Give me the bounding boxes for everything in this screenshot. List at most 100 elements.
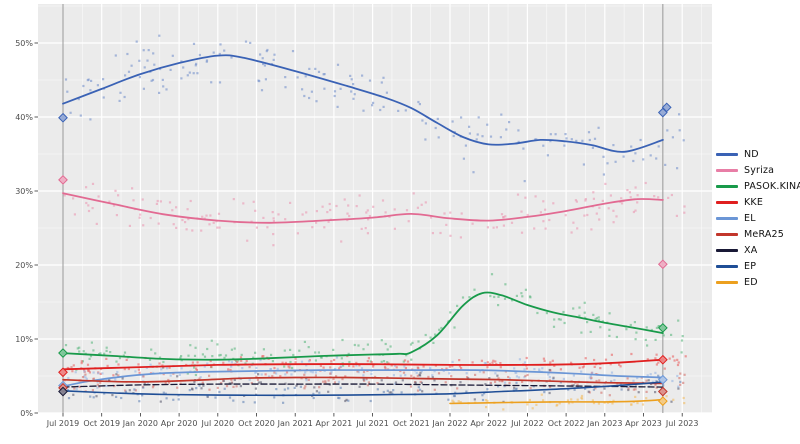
poll-point <box>451 360 454 363</box>
poll-point <box>437 136 440 139</box>
poll-point <box>314 67 317 70</box>
poll-point <box>370 361 373 364</box>
poll-point <box>73 213 76 216</box>
poll-point <box>497 295 500 298</box>
poll-point <box>219 43 222 46</box>
poll-point <box>462 157 465 160</box>
poll-point <box>432 341 435 344</box>
poll-point <box>91 182 95 185</box>
poll-point <box>180 60 183 63</box>
poll-point <box>407 220 410 223</box>
poll-point <box>645 390 648 393</box>
poll-point <box>523 180 526 183</box>
poll-point <box>252 200 255 203</box>
poll-point <box>296 76 299 79</box>
poll-point <box>671 136 674 139</box>
poll-point <box>664 163 667 166</box>
poll-point <box>180 77 183 80</box>
poll-point <box>260 89 264 92</box>
poll-point <box>402 360 405 363</box>
poll-point <box>677 361 680 364</box>
poll-point <box>153 63 156 66</box>
poll-point <box>272 233 275 236</box>
legend-item-pasok-kinal: PASOK.KINAL <box>716 178 800 194</box>
poll-point <box>488 377 491 380</box>
poll-point <box>549 361 552 364</box>
poll-point <box>290 373 293 376</box>
poll-point <box>450 375 453 378</box>
poll-point <box>384 211 387 214</box>
poll-point <box>600 391 603 394</box>
panel-background <box>38 4 712 413</box>
poll-point <box>324 381 327 384</box>
poll-point <box>654 357 657 360</box>
poll-point <box>74 371 77 374</box>
poll-point <box>497 304 500 307</box>
poll-point <box>590 376 593 379</box>
poll-point <box>162 360 165 364</box>
poll-point <box>240 353 243 356</box>
poll-point <box>208 223 211 226</box>
poll-point <box>533 368 536 371</box>
poll-point <box>414 382 417 385</box>
legend-swatch <box>716 280 738 284</box>
poll-point <box>601 199 604 202</box>
poll-point <box>459 401 462 404</box>
poll-point <box>288 366 291 369</box>
poll-point <box>177 398 180 401</box>
poll-point <box>210 81 213 84</box>
poll-point <box>365 377 368 380</box>
poll-point <box>372 205 375 208</box>
poll-point <box>314 351 317 354</box>
poll-point <box>124 390 128 393</box>
poll-point <box>212 221 215 224</box>
poll-point <box>608 394 611 397</box>
poll-point <box>503 385 506 388</box>
poll-point <box>344 399 347 403</box>
poll-point <box>315 390 318 393</box>
poll-point <box>436 117 439 120</box>
legend-item-xa: XA <box>716 242 800 258</box>
poll-point <box>64 344 68 347</box>
x-tick-label: Jan 2021 <box>277 419 313 428</box>
poll-point <box>677 387 680 390</box>
poll-point <box>205 214 208 217</box>
poll-point <box>649 373 652 376</box>
poll-point <box>162 366 165 369</box>
poll-point <box>625 328 628 331</box>
legend-swatch <box>716 232 738 236</box>
poll-point <box>592 197 595 200</box>
poll-point <box>456 304 459 307</box>
poll-point <box>84 373 87 376</box>
poll-point <box>150 348 153 351</box>
poll-point <box>494 360 497 363</box>
poll-point <box>211 355 214 358</box>
poll-point <box>335 375 338 378</box>
poll-point <box>431 232 434 235</box>
poll-point <box>448 365 451 368</box>
poll-point <box>294 361 297 364</box>
poll-point <box>515 294 518 297</box>
poll-point <box>442 369 445 372</box>
poll-point <box>130 64 133 67</box>
poll-point <box>168 366 171 369</box>
series-trendline-XA <box>62 383 664 388</box>
y-tick-label: 40% <box>15 113 33 122</box>
poll-point <box>127 70 131 73</box>
poll-point <box>303 94 306 98</box>
poll-point <box>86 363 90 366</box>
poll-point <box>528 398 531 402</box>
poll-point <box>263 64 266 67</box>
poll-point <box>191 387 194 390</box>
poll-point <box>568 402 571 405</box>
poll-point <box>193 380 196 383</box>
poll-point <box>347 204 350 207</box>
poll-point <box>449 311 452 314</box>
poll-point <box>404 109 407 112</box>
poll-point <box>480 359 483 362</box>
poll-point <box>283 349 286 352</box>
poll-point <box>338 367 341 370</box>
poll-point <box>484 399 488 402</box>
poll-point <box>108 200 111 203</box>
poll-point <box>341 378 344 381</box>
